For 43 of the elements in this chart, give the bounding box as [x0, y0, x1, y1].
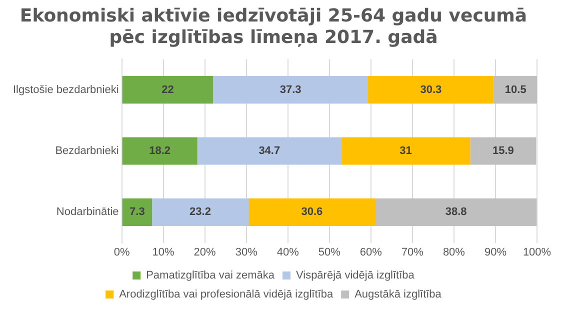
legend-label: Pamatizglītība vai zemāka [146, 270, 276, 282]
data-label: 30.6 [301, 206, 323, 218]
bar [494, 76, 537, 104]
legend-label: Vispārējā vidējā izglītība [296, 270, 416, 282]
x-tick-label: 100% [522, 246, 552, 258]
bar [368, 76, 494, 104]
bar [470, 137, 536, 165]
x-tick-label: 90% [484, 246, 507, 258]
bar [122, 76, 214, 104]
bar [122, 198, 152, 226]
data-label: 7.3 [130, 206, 145, 218]
x-tick-label: 30% [235, 246, 258, 258]
x-tick-label: 40% [276, 246, 300, 258]
data-label: 38.8 [445, 206, 467, 218]
bar [122, 137, 198, 165]
x-tick-label: 0% [114, 246, 130, 258]
y-tick-label: Bezdarbnieki [55, 145, 119, 158]
data-label: 30.3 [420, 84, 442, 96]
bar [213, 76, 368, 104]
bar [197, 137, 342, 165]
y-tick-label: Ilgstošie bezdarbnieki [12, 84, 119, 96]
x-tick-label: 50% [318, 246, 341, 258]
data-label: 15.9 [492, 145, 514, 158]
data-label: 37.3 [280, 84, 302, 96]
legend-label: Arodizglītība vai profesionālā vidējā izglītība [119, 288, 334, 301]
data-label: 31 [400, 145, 412, 158]
data-label: 18.2 [149, 145, 171, 158]
bar [375, 198, 537, 226]
data-label: 34.7 [258, 145, 280, 158]
legend-label: Augstākā izglītība [354, 288, 442, 301]
bar [341, 137, 470, 165]
x-tick-label: 20% [194, 246, 216, 258]
bar [152, 198, 248, 226]
bar [248, 198, 376, 226]
x-tick-label: 10% [152, 246, 175, 258]
x-tick-label: 70% [401, 246, 424, 258]
chart-title: Ekonomiski aktīvie iedzīvotāji 25-64 gadu vecumā pēc izglītības līmeņa 2017. gadā [20, 5, 528, 48]
data-label: 23.2 [190, 206, 211, 218]
data-label: 22 [162, 84, 174, 96]
x-tick-label: 60% [360, 246, 382, 258]
data-label: 10.5 [504, 84, 526, 96]
y-tick-label: Nodarbinātie [56, 206, 119, 218]
x-tick-label: 80% [442, 246, 466, 258]
